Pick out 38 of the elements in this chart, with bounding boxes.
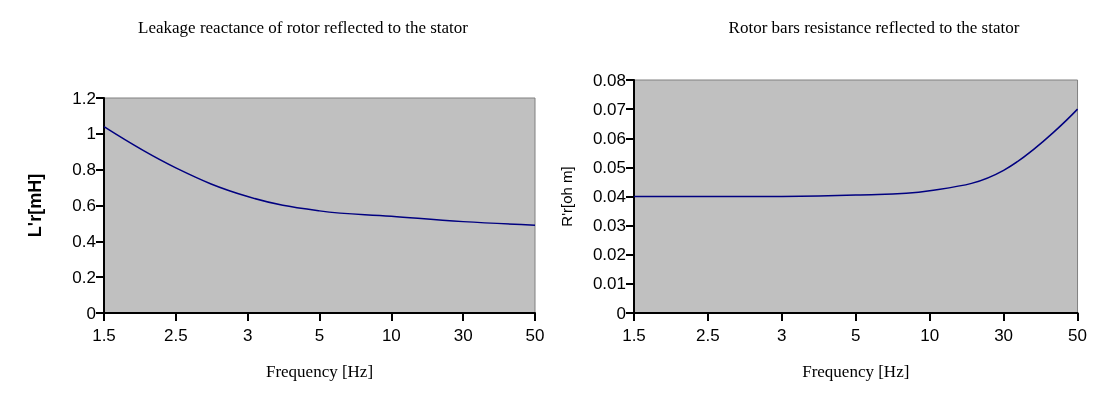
x-tick-label: 30 bbox=[453, 326, 473, 345]
x-tick-label: 50 bbox=[525, 326, 545, 345]
x-tick-label: 5 bbox=[851, 326, 861, 345]
x-tick-label: 50 bbox=[1068, 326, 1088, 345]
x-tick-label: 2.5 bbox=[696, 326, 720, 345]
y-tick-label: 1.2 bbox=[72, 88, 96, 108]
y-tick-label: 0 bbox=[616, 303, 626, 323]
y-tick-label: 0.06 bbox=[592, 128, 626, 148]
y-tick-label: 0.07 bbox=[592, 99, 626, 119]
y-tick-label: 0.04 bbox=[592, 187, 626, 206]
x-tick-label: 1.5 bbox=[622, 326, 646, 345]
y-tick-label: 0.03 bbox=[592, 216, 626, 236]
y-tick-label: 0.8 bbox=[72, 160, 96, 180]
y-tick-label: 0.6 bbox=[72, 196, 96, 215]
x-axis-title: Frequency [Hz] bbox=[265, 362, 374, 381]
y-tick-label: 0.4 bbox=[72, 231, 96, 251]
y-tick-label: 1 bbox=[86, 124, 96, 144]
y-tick-label: 0.05 bbox=[592, 157, 626, 177]
y-tick-label: 0.01 bbox=[592, 274, 626, 294]
x-tick-label: 3 bbox=[777, 326, 787, 345]
x-tick-label: 2.5 bbox=[164, 326, 188, 345]
x-tick-label: 10 bbox=[920, 326, 940, 345]
x-tick-label: 1.5 bbox=[92, 326, 116, 345]
x-axis-title: Frequency [Hz] bbox=[802, 362, 910, 381]
chart-title: Rotor bars resistance reflected to the stator bbox=[728, 17, 1020, 37]
x-tick-label: 10 bbox=[381, 326, 401, 345]
y-axis-title: L'r[mH] bbox=[25, 173, 45, 238]
x-tick-label: 5 bbox=[314, 326, 325, 345]
y-tick-label: 0.02 bbox=[592, 245, 626, 265]
line-series bbox=[103, 125, 536, 226]
line-series bbox=[633, 108, 1079, 198]
y-tick-label: 0.2 bbox=[72, 267, 96, 287]
chart-title: Leakage reactance of rotor reflected to the stator bbox=[138, 17, 469, 37]
x-tick-label: 30 bbox=[994, 326, 1014, 345]
y-tick-label: 0 bbox=[86, 303, 96, 323]
y-axis-title: R'r[oh m] bbox=[558, 166, 575, 227]
y-tick-label: 0.08 bbox=[592, 70, 626, 90]
x-tick-label: 3 bbox=[242, 326, 253, 345]
